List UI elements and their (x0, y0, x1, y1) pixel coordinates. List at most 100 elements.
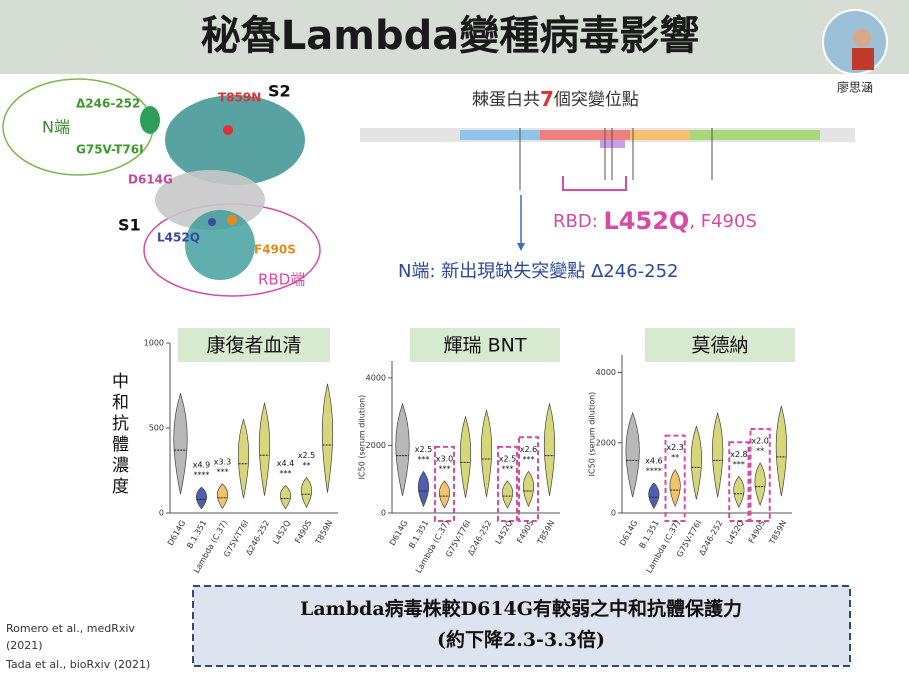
overview-title-num: 7 (540, 87, 554, 111)
conclusion-box (192, 585, 851, 667)
genome-s1 (460, 130, 610, 140)
rbd-main: L452Q (604, 207, 690, 235)
label-l452q: L452Q (157, 231, 200, 245)
violin (300, 476, 313, 509)
violin (480, 409, 493, 497)
significance: *** (733, 460, 745, 469)
significance: **** (646, 466, 662, 475)
fold-label: x3.0 (436, 454, 453, 463)
violin (395, 402, 410, 496)
highlight-box (749, 427, 771, 523)
significance: **** (194, 471, 210, 480)
x-tick-label: T859N (535, 519, 556, 547)
violin (625, 411, 640, 498)
chart-title-box (645, 328, 795, 362)
fold-label: x2.5 (415, 445, 432, 454)
y-tick-label: 1000 (144, 339, 164, 348)
rbd-rest: , F490S (689, 211, 757, 232)
rbd-domain (185, 210, 255, 280)
x-tick-label: L452Q (494, 519, 515, 546)
violin (543, 402, 556, 496)
significance: *** (217, 467, 229, 476)
y-tick-label: 0 (611, 509, 616, 518)
label-d614g: D614G (128, 173, 173, 187)
y-tick-label: 2000 (596, 438, 616, 447)
rbd-bracket (562, 176, 627, 191)
highlight-box (518, 436, 539, 523)
x-tick-label: B.1.351 (185, 519, 208, 550)
violin (258, 401, 271, 496)
x-tick-label: L452Q (272, 519, 293, 546)
chart-title-box (410, 328, 560, 362)
significance: ** (671, 453, 679, 462)
significance: *** (418, 455, 430, 464)
violin (173, 392, 188, 495)
violin (754, 462, 766, 507)
y-tick-label: 2000 (366, 441, 386, 450)
genome-map (360, 128, 855, 251)
violin (195, 486, 208, 510)
fold-label: x2.5 (499, 454, 516, 463)
fold-label: x2.0 (751, 436, 768, 445)
violin (690, 425, 702, 500)
overview-title-b: 個突變位點 (554, 90, 639, 110)
title-bar (0, 0, 909, 74)
chart-title: 莫德納 (691, 335, 748, 357)
y-tick-label: 0 (159, 509, 164, 518)
s2-domain (165, 95, 305, 185)
rbd-text: RBD: L452Q, F490S (553, 207, 757, 235)
overview-title-a: 棘蛋白共 (472, 90, 540, 110)
chart-title: 康復者血清 (206, 335, 301, 357)
rbd-label: RBD: (553, 211, 604, 232)
label-g75v: G75V-T76I (76, 143, 144, 157)
significance: *** (523, 455, 535, 464)
significance: *** (439, 464, 451, 473)
genome-s2 (690, 130, 820, 140)
violin (216, 483, 229, 510)
x-tick-label: B.1.351 (638, 519, 661, 550)
genome-fp (630, 130, 690, 140)
violin (459, 415, 472, 498)
fold-label: x2.3 (666, 443, 683, 452)
highlight-box (728, 441, 750, 523)
fold-label: x4.6 (645, 456, 662, 465)
n-term-site (140, 106, 160, 134)
label-f490s: F490S (254, 243, 296, 257)
presenter-face (853, 29, 871, 47)
chart-title: 輝瑞 BNT (444, 335, 527, 357)
violin (648, 482, 660, 509)
violin (669, 469, 681, 508)
genome-rbd (540, 130, 630, 140)
y-tick-label: 500 (149, 424, 164, 433)
protein-structure (2, 78, 321, 297)
y-axis-label: IC50 (serum dilution) (588, 392, 597, 477)
highlight-box (664, 434, 686, 523)
label-t859n: T859N (218, 91, 261, 105)
x-tick-label: D614G (388, 519, 410, 547)
t859n-site (223, 125, 233, 135)
significance: *** (502, 464, 514, 473)
conclusion-line1: Lambda病毒株較D614G有較弱之中和抗體保護力 (300, 597, 742, 620)
x-tick-label: D614G (166, 519, 188, 547)
y-axis-label: IC50 (serum dilution) (358, 395, 367, 480)
presenter-body (852, 48, 874, 70)
reference: Romero et al., medRxiv (6, 622, 135, 635)
label-del: Δ246-252 (76, 97, 140, 111)
x-tick-label: T859N (313, 519, 334, 547)
fold-label: x2.8 (730, 450, 747, 459)
highlight-box (434, 445, 455, 522)
fold-label: x3.3 (214, 457, 231, 466)
chart-title-box (178, 328, 330, 362)
f490s-site (227, 215, 237, 225)
label-s1: S1 (118, 216, 141, 235)
l452q-site (208, 218, 216, 226)
conclusion-line2: (約下降2.3-3.3倍) (437, 628, 605, 651)
fold-label: x2.5 (298, 451, 315, 460)
reference: Tada et al., bioRxiv (2021) (5, 658, 150, 671)
presenter-name: 廖思涵 (837, 80, 873, 95)
x-tick-label: T859N (767, 519, 788, 547)
x-tick-label: D614G (618, 519, 640, 547)
y-axis-label: 中和抗體濃度 (108, 372, 129, 498)
fold-label: x4.4 (277, 459, 294, 468)
